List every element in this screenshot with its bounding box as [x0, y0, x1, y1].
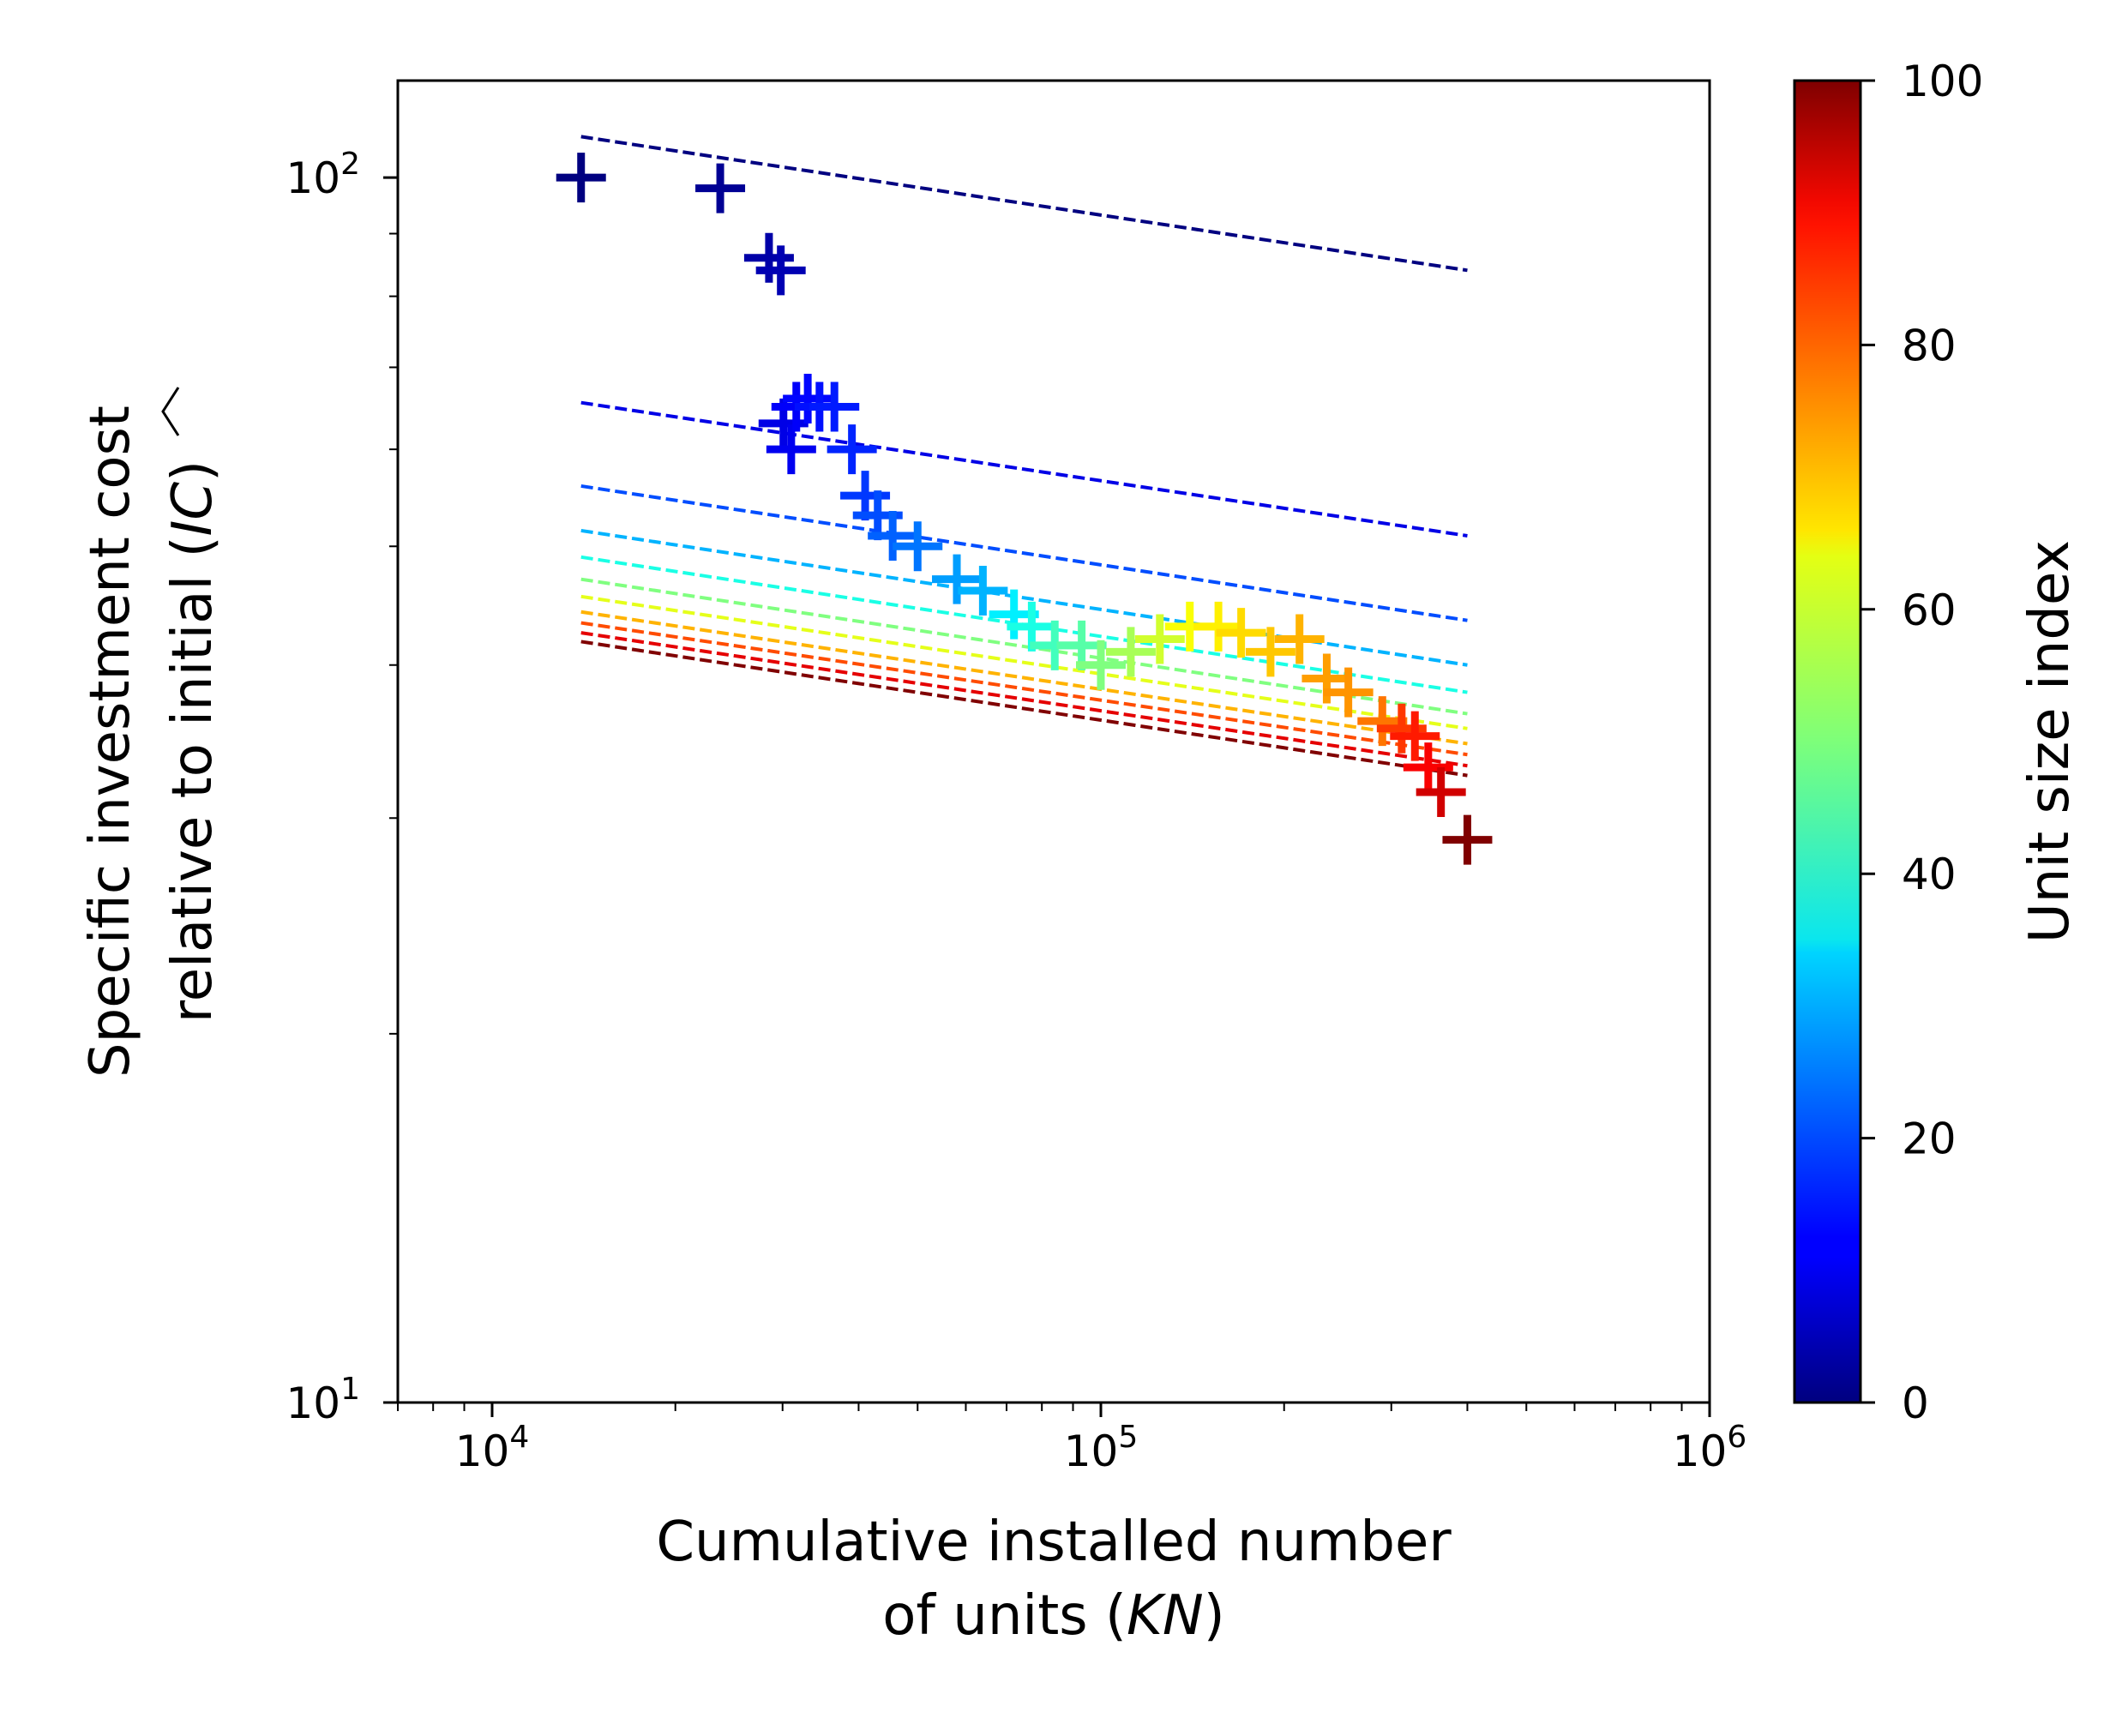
data-point-3: [755, 245, 806, 296]
data-point-28: [1274, 614, 1325, 664]
data-point-22: [1105, 627, 1156, 677]
x-axis-label-line2: of units (KN): [882, 1584, 1225, 1648]
data-point-34: [1403, 742, 1453, 793]
fit-line-9: [580, 631, 1468, 768]
fit-line-2: [580, 484, 1468, 622]
colorbar-tick-label-2: 40: [1902, 850, 1957, 899]
data-point-21: [1075, 640, 1126, 690]
y-tick-label-1: 102: [286, 147, 360, 203]
data-point-23: [1134, 614, 1185, 664]
colorbar-tick-label-3: 60: [1902, 586, 1957, 635]
data-point-35: [1416, 766, 1466, 817]
data-point-16: [958, 566, 1008, 616]
data-point-25: [1193, 601, 1244, 652]
colorbar-tick-label-4: 80: [1902, 321, 1957, 370]
fit-line-8: [580, 621, 1468, 757]
x-tick-label-0: 104: [455, 1420, 530, 1476]
data-points: [556, 153, 1493, 865]
colorbar-tick-label-1: 20: [1902, 1114, 1957, 1164]
plot-frame: [396, 79, 1711, 1404]
data-point-1: [695, 163, 746, 213]
x-tick-label-1: 105: [1064, 1420, 1139, 1476]
data-point-9: [809, 381, 860, 432]
data-point-13: [868, 510, 918, 561]
data-point-14: [893, 521, 943, 572]
fit-line-7: [580, 610, 1468, 746]
data-point-30: [1323, 667, 1374, 718]
y-tick-label-0: 101: [286, 1372, 360, 1428]
data-point-0: [556, 153, 606, 203]
colorbar-ticks: 0 20 40 60 80 100: [1861, 57, 1983, 1428]
data-point-7: [783, 373, 833, 423]
fit-line-10: [580, 640, 1468, 778]
data-point-26: [1216, 608, 1266, 658]
data-point-27: [1245, 627, 1295, 677]
fit-line-5: [580, 577, 1468, 716]
colorbar-label: Unit size index: [2018, 540, 2082, 943]
data-point-2: [743, 232, 794, 283]
colorbar-tick-label-5: 100: [1902, 57, 1983, 106]
colorbar: [1793, 79, 1862, 1404]
fit-line-0: [580, 135, 1468, 273]
x-axis: 104 105 106: [397, 1403, 1747, 1476]
x-tick-label-2: 106: [1673, 1420, 1747, 1476]
data-point-36: [1442, 814, 1493, 865]
data-point-5: [766, 424, 816, 475]
data-point-33: [1390, 711, 1440, 761]
data-point-10: [827, 424, 877, 475]
y-axis-label-line2: relative to initial (IC): [161, 460, 225, 1023]
y-axis: 101 102: [286, 147, 398, 1428]
fit-line-6: [580, 594, 1468, 730]
x-axis-label: Cumulative installed number: [656, 1511, 1452, 1574]
fit-line-1: [580, 400, 1468, 538]
colorbar-tick-label-0: 0: [1902, 1379, 1929, 1428]
y-axis-label-hat: [161, 387, 180, 436]
data-point-15: [932, 554, 983, 604]
y-axis-label: Specific investment cost: [79, 405, 142, 1078]
